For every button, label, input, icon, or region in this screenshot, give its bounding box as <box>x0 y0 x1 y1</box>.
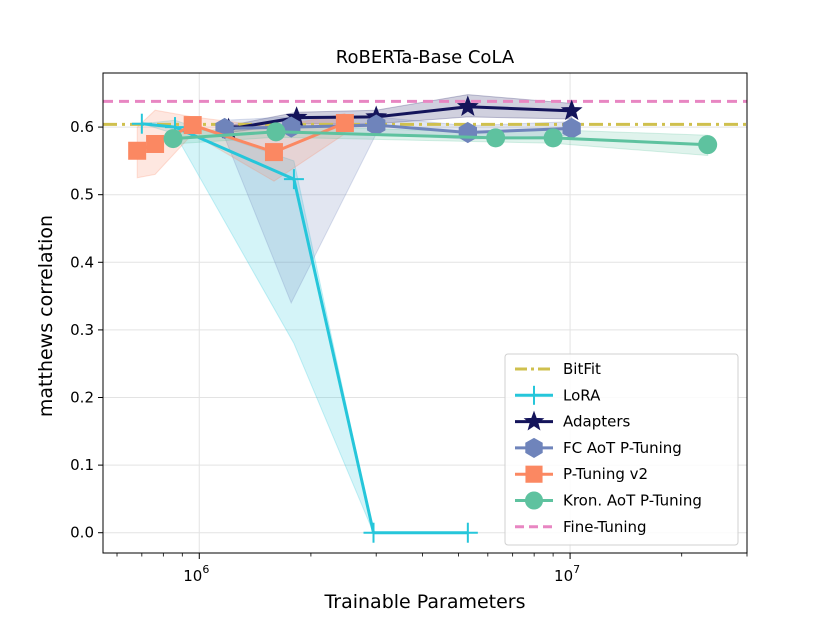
data-point-lora <box>283 169 304 190</box>
grid-lines <box>103 73 747 553</box>
legend-swatch-marker <box>525 437 543 458</box>
series-kron-aot-p-tuning <box>163 122 718 155</box>
data-point-fc-aot-p-tuning <box>562 117 581 139</box>
legend-item-kron-aot-p-tuning: Kron. AoT P-Tuning <box>515 491 702 510</box>
data-point-p-tuning-v2 <box>128 141 147 160</box>
legend-label: LoRA <box>563 386 601 404</box>
data-point-lora <box>131 113 152 134</box>
y-axis-label: matthews correlation <box>35 215 57 417</box>
legend-label: Fine-Tuning <box>563 518 647 536</box>
y-tick-label: 0.4 <box>70 253 94 271</box>
x-tick-label: 107 <box>554 563 580 585</box>
data-point-adapters <box>456 95 479 117</box>
y-tick-label: 0.5 <box>70 186 94 204</box>
axes-frame <box>102 72 748 554</box>
y-tick-label: 0.3 <box>70 321 94 339</box>
series-p-tuning-v2 <box>128 114 354 162</box>
legend-item-adapters: Adapters <box>515 410 631 431</box>
data-point-p-tuning-v2 <box>264 143 283 162</box>
legend-item-fc-aot-p-tuning: FC AoT P-Tuning <box>515 437 682 458</box>
y-tick-label: 0.0 <box>70 524 94 542</box>
legend-label: P-Tuning v2 <box>563 465 648 483</box>
data-point-adapters <box>560 99 583 121</box>
y-tick-label: 0.1 <box>70 456 94 474</box>
data-point-kron-aot-p-tuning <box>543 128 563 148</box>
series-lora <box>131 113 478 543</box>
data-point-lora <box>363 522 384 543</box>
data-point-p-tuning-v2 <box>335 114 354 133</box>
data-point-kron-aot-p-tuning <box>698 135 718 155</box>
y-tick-label: 0.2 <box>70 389 94 407</box>
data-point-p-tuning-v2 <box>146 134 165 153</box>
data-point-lora <box>457 522 478 543</box>
data-point-kron-aot-p-tuning <box>486 128 506 148</box>
chart-title: RoBERTa-Base CoLA <box>336 47 515 68</box>
legend-label: BitFit <box>563 360 601 378</box>
y-tick-label: 0.6 <box>70 118 94 136</box>
legend-item-lora: LoRA <box>515 385 601 405</box>
data-point-kron-aot-p-tuning <box>266 122 286 142</box>
legend-swatch-marker <box>523 410 545 431</box>
legend-item-fine-tuning: Fine-Tuning <box>515 518 647 536</box>
legend-label: Adapters <box>563 413 631 431</box>
legend-swatch-marker <box>525 465 543 483</box>
legend-item-p-tuning-v2: P-Tuning v2 <box>515 465 648 483</box>
legend-swatch-marker <box>524 491 544 510</box>
x-axis-label: Trainable Parameters <box>323 591 525 613</box>
data-point-fc-aot-p-tuning <box>458 121 477 144</box>
legend-swatch-marker <box>524 385 544 405</box>
x-tick-label: 106 <box>183 563 209 585</box>
data-point-p-tuning-v2 <box>183 116 202 135</box>
data-point-fc-aot-p-tuning <box>367 114 386 136</box>
plot-area: 0.0 0.1 0.2 0.3 0.4 0.5 0.6 106 107 <box>70 72 748 585</box>
legend-label: Kron. AoT P-Tuning <box>563 492 702 510</box>
data-point-kron-aot-p-tuning <box>163 129 183 149</box>
data-point-fc-aot-p-tuning <box>282 116 301 138</box>
legend-label: FC AoT P-Tuning <box>563 439 682 457</box>
legend-item-bitfit: BitFit <box>515 360 601 378</box>
legend: BitFit LoRA Adapters FC AoT P-Tuning P-Tunin… <box>504 353 739 546</box>
legend-box <box>504 353 739 546</box>
